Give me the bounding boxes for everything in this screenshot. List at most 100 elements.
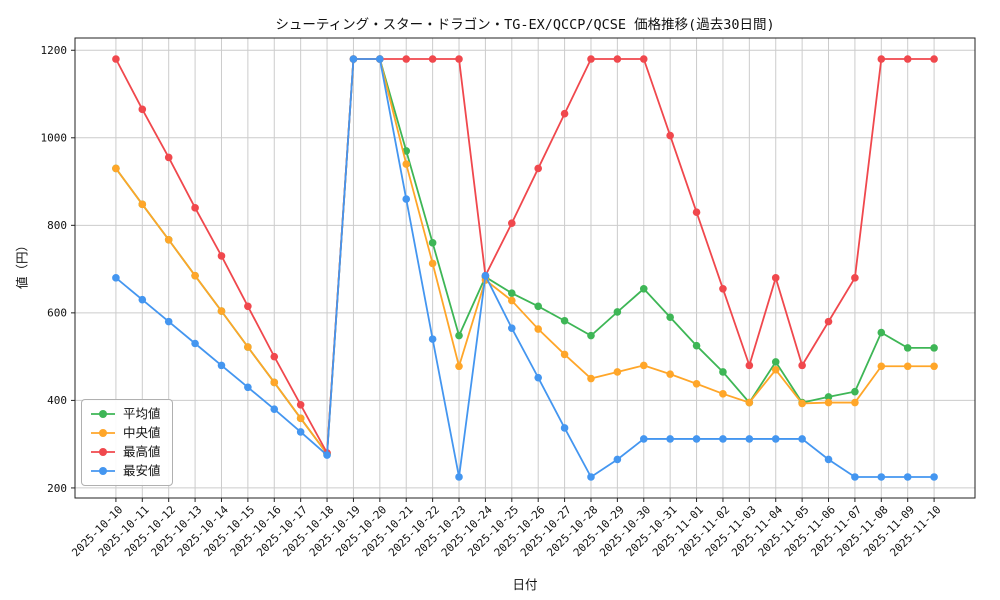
data-point-marker: [217, 361, 226, 370]
grid-lines: [75, 38, 975, 498]
data-point-marker: [639, 435, 648, 443]
data-point-marker: [428, 335, 437, 343]
data-point-marker: [851, 387, 859, 396]
data-point-marker: [534, 373, 542, 382]
data-point-marker: [798, 361, 806, 370]
data-point-marker: [851, 473, 859, 481]
data-point-marker: [692, 379, 701, 388]
data-point-marker: [613, 308, 622, 316]
data-point-marker: [930, 344, 938, 352]
data-point-marker: [191, 204, 199, 212]
chart-title: シューティング・スター・ドラゴン・TG-EX/QCCP/QCSE 価格推移(過去…: [275, 17, 775, 33]
data-point-marker: [639, 284, 648, 293]
y-tick-labels: 200 400 600 800 1000 1200: [41, 44, 68, 495]
plot-area: [75, 38, 975, 498]
y-tick-label: 600: [47, 307, 67, 320]
legend-item-最安値: 最安値: [90, 463, 161, 479]
data-point-marker: [745, 361, 754, 370]
data-point-marker: [824, 317, 833, 326]
data-point-marker: [349, 55, 358, 63]
data-point-marker: [112, 55, 120, 63]
y-axis-label: 値（円）: [14, 238, 30, 290]
data-point-marker: [428, 55, 437, 63]
data-point-marker: [877, 473, 886, 481]
data-point-marker: [270, 405, 279, 413]
data-point-marker: [244, 302, 252, 311]
data-point-marker: [798, 399, 806, 408]
y-tick-label: 1000: [41, 132, 68, 145]
data-point-marker: [296, 414, 305, 423]
data-point-marker: [164, 153, 173, 162]
y-tick-label: 200: [47, 482, 67, 495]
data-point-marker: [138, 295, 147, 304]
data-point-marker: [719, 368, 727, 376]
y-tick-label: 400: [47, 394, 67, 407]
data-point-marker: [587, 473, 595, 481]
data-point-marker: [428, 259, 437, 268]
axis-ticks: [71, 49, 935, 502]
data-point-marker: [877, 55, 886, 63]
data-point-marker: [771, 358, 780, 366]
data-point-marker: [428, 239, 437, 247]
data-point-marker: [455, 55, 463, 63]
data-point-marker: [877, 328, 886, 337]
data-point-marker: [824, 455, 833, 464]
data-point-marker: [112, 164, 120, 173]
data-point-marker: [666, 313, 674, 322]
data-point-marker: [244, 383, 252, 392]
data-point-marker: [244, 343, 252, 351]
series-line: [115, 58, 935, 457]
data-point-marker: [270, 378, 279, 387]
chart-legend: 平均値 中央値 最高値 最安値: [81, 399, 173, 486]
data-point-marker: [455, 473, 463, 481]
data-point-marker: [164, 317, 173, 326]
legend-marker-icon: [91, 467, 115, 475]
series-最安値: [112, 55, 938, 481]
data-point-marker: [639, 55, 648, 63]
x-tick-labels: 2025-10-102025-10-112025-10-122025-10-13…: [69, 503, 943, 559]
data-point-marker: [402, 55, 411, 63]
x-axis-label: 日付: [512, 577, 538, 592]
data-point-marker: [164, 235, 173, 244]
data-point-marker: [376, 55, 384, 63]
data-point-marker: [455, 331, 463, 340]
data-point-marker: [560, 109, 569, 118]
data-point-marker: [534, 325, 542, 333]
data-point-marker: [508, 324, 516, 332]
data-point-marker: [560, 316, 569, 325]
data-point-marker: [903, 473, 912, 481]
data-point-marker: [903, 362, 912, 371]
data-point-marker: [455, 362, 463, 371]
legend-item-最高値: 最高値: [90, 444, 161, 460]
data-point-marker: [270, 352, 279, 361]
data-point-marker: [560, 350, 569, 359]
y-tick-label: 800: [47, 219, 67, 232]
data-point-marker: [798, 435, 806, 443]
legend-label: 最高値: [123, 444, 161, 459]
data-point-marker: [138, 105, 147, 114]
data-point-marker: [534, 164, 542, 173]
data-point-marker: [508, 296, 516, 305]
data-point-marker: [639, 361, 648, 370]
data-point-marker: [613, 368, 622, 376]
data-point-marker: [692, 435, 701, 443]
data-point-marker: [851, 398, 859, 407]
data-point-marker: [930, 55, 938, 63]
data-point-marker: [877, 362, 886, 371]
data-point-marker: [191, 339, 199, 348]
series-line: [115, 58, 935, 457]
legend-marker-icon: [91, 410, 115, 418]
legend-item-中央値: 中央値: [90, 425, 161, 441]
data-point-marker: [112, 274, 120, 282]
data-point-marker: [613, 55, 622, 63]
data-point-marker: [692, 341, 701, 350]
data-point-marker: [719, 435, 727, 443]
data-point-marker: [771, 365, 780, 374]
data-point-marker: [824, 398, 833, 407]
data-point-marker: [692, 208, 701, 216]
data-point-marker: [613, 455, 622, 464]
data-point-marker: [323, 451, 331, 459]
data-point-marker: [771, 435, 780, 443]
data-point-marker: [771, 274, 780, 282]
